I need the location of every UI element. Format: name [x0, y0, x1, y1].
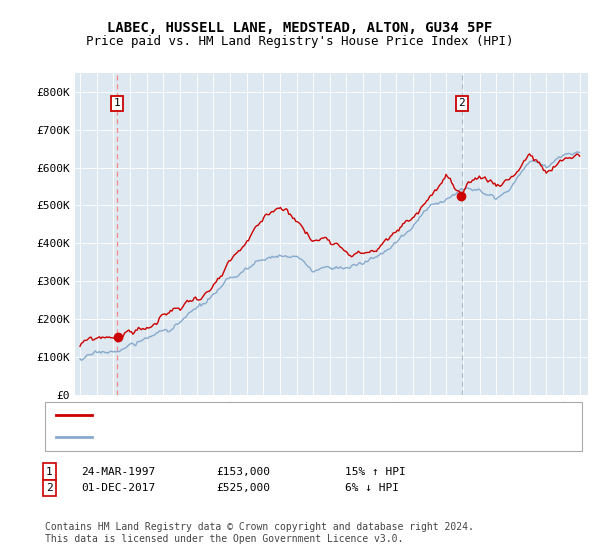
- Text: 6% ↓ HPI: 6% ↓ HPI: [345, 483, 399, 493]
- Text: 24-MAR-1997: 24-MAR-1997: [81, 466, 155, 477]
- Text: HPI: Average price, detached house, East Hampshire: HPI: Average price, detached house, East…: [96, 432, 433, 442]
- Text: 2: 2: [458, 99, 465, 109]
- Text: 1: 1: [114, 99, 121, 109]
- Text: Contains HM Land Registry data © Crown copyright and database right 2024.
This d: Contains HM Land Registry data © Crown c…: [45, 522, 474, 544]
- Text: 2: 2: [46, 483, 53, 493]
- Text: 1: 1: [46, 466, 53, 477]
- Text: 01-DEC-2017: 01-DEC-2017: [81, 483, 155, 493]
- Text: LABEC, HUSSELL LANE, MEDSTEAD, ALTON, GU34 5PF: LABEC, HUSSELL LANE, MEDSTEAD, ALTON, GU…: [107, 21, 493, 35]
- Text: £153,000: £153,000: [216, 466, 270, 477]
- Text: LABEC, HUSSELL LANE, MEDSTEAD, ALTON, GU34 5PF (detached house): LABEC, HUSSELL LANE, MEDSTEAD, ALTON, GU…: [96, 410, 521, 421]
- Text: £525,000: £525,000: [216, 483, 270, 493]
- Text: 15% ↑ HPI: 15% ↑ HPI: [345, 466, 406, 477]
- Text: Price paid vs. HM Land Registry's House Price Index (HPI): Price paid vs. HM Land Registry's House …: [86, 35, 514, 48]
